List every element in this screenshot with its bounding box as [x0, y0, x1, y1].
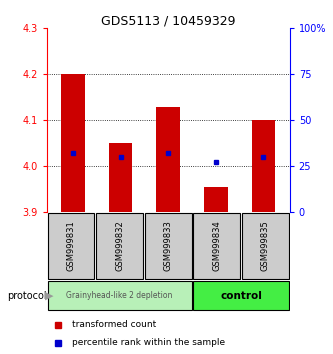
- Text: GSM999834: GSM999834: [212, 221, 221, 272]
- Text: Grainyhead-like 2 depletion: Grainyhead-like 2 depletion: [66, 291, 173, 300]
- Text: GSM999832: GSM999832: [115, 221, 124, 272]
- Bar: [61, 74, 85, 212]
- Text: ▶: ▶: [45, 291, 54, 301]
- Text: GSM999833: GSM999833: [164, 221, 173, 272]
- Bar: [242, 213, 289, 279]
- Text: transformed count: transformed count: [72, 320, 156, 330]
- Bar: [48, 281, 191, 310]
- Text: GSM999831: GSM999831: [66, 221, 76, 272]
- Bar: [109, 143, 133, 212]
- Text: percentile rank within the sample: percentile rank within the sample: [72, 338, 225, 347]
- Bar: [48, 213, 94, 279]
- Text: control: control: [220, 291, 262, 301]
- Bar: [156, 107, 180, 212]
- Bar: [251, 120, 275, 212]
- Title: GDS5113 / 10459329: GDS5113 / 10459329: [101, 14, 235, 27]
- Bar: [96, 213, 143, 279]
- Bar: [193, 281, 289, 310]
- Bar: [145, 213, 191, 279]
- Bar: [193, 213, 240, 279]
- Text: GSM999835: GSM999835: [261, 221, 270, 272]
- Text: protocol: protocol: [7, 291, 46, 301]
- Bar: [204, 187, 228, 212]
